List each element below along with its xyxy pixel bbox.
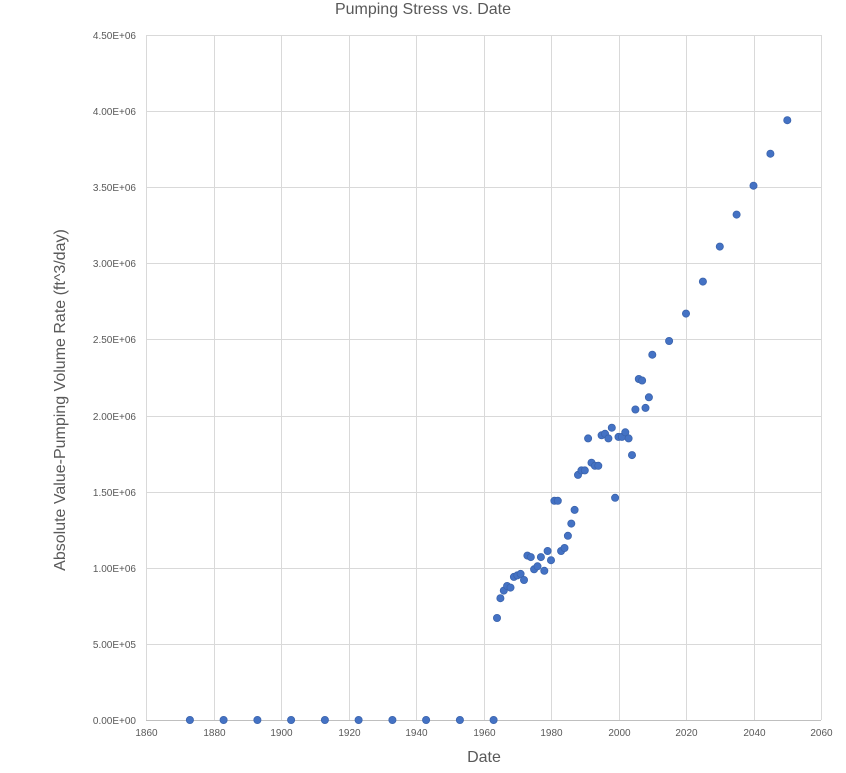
y-tick-label: 1.50E+06 (93, 488, 137, 499)
data-points (185, 116, 792, 725)
y-tick-label: 5.00E+05 (93, 640, 137, 651)
data-point (594, 461, 603, 470)
x-tick-label: 1920 (338, 728, 361, 739)
data-point (698, 277, 707, 286)
data-point (496, 594, 505, 603)
data-point (287, 716, 296, 725)
data-point (455, 716, 464, 725)
data-point (766, 149, 775, 158)
gridlines (146, 35, 822, 721)
data-point (570, 505, 579, 514)
y-tick-label: 4.00E+06 (93, 107, 137, 118)
data-point (320, 716, 329, 725)
data-point (783, 116, 792, 125)
data-point (516, 569, 525, 578)
data-point (584, 434, 593, 443)
data-point (520, 576, 529, 585)
data-point (388, 716, 397, 725)
data-point (185, 716, 194, 725)
data-point (540, 566, 549, 575)
data-point (543, 547, 552, 556)
x-tick-label: 2040 (743, 728, 766, 739)
x-tick-labels: 1860 1880 1900 1920 1940 1960 1980 2000 2020 2040… (135, 728, 833, 739)
data-point (547, 556, 556, 565)
data-point (631, 405, 640, 414)
x-tick-label: 2020 (675, 728, 698, 739)
data-point (219, 716, 228, 725)
data-point (253, 716, 262, 725)
data-point (644, 393, 653, 402)
x-tick-label: 1860 (135, 728, 158, 739)
chart-title: Pumping Stress vs. Date (334, 1, 512, 18)
data-point (628, 451, 637, 460)
data-point (682, 309, 691, 318)
y-tick-label: 3.00E+06 (93, 259, 137, 270)
x-tick-label: 1900 (270, 728, 293, 739)
data-point (567, 519, 576, 528)
data-point (526, 553, 535, 562)
data-point (648, 350, 657, 359)
data-point (604, 434, 613, 443)
data-point (611, 493, 620, 502)
y-axis-label: Absolute Value-Pumping Volume Rate (ft^3… (52, 229, 69, 571)
y-tick-label: 3.50E+06 (93, 183, 137, 194)
data-point (607, 423, 616, 432)
data-point (354, 716, 363, 725)
data-point (563, 531, 572, 540)
x-axis-label: Date (467, 749, 501, 766)
x-tick-label: 1940 (405, 728, 428, 739)
data-point (489, 716, 498, 725)
y-tick-label: 0.00E+00 (93, 716, 137, 727)
data-point (749, 181, 758, 190)
data-point (638, 376, 647, 385)
y-tick-labels: 0.00E+00 5.00E+05 1.00E+06 1.50E+06 2.00E+06… (93, 31, 137, 727)
y-tick-label: 2.00E+06 (93, 412, 137, 423)
data-point (732, 210, 741, 219)
data-point (641, 403, 650, 412)
x-tick-label: 1960 (473, 728, 496, 739)
data-point (533, 562, 542, 571)
x-tick-label: 1880 (203, 728, 226, 739)
y-tick-label: 1.00E+06 (93, 564, 137, 575)
x-tick-label: 2000 (608, 728, 631, 739)
x-tick-label: 1980 (540, 728, 563, 739)
data-point (560, 544, 569, 553)
data-point (665, 336, 674, 345)
data-point (506, 583, 515, 592)
data-point (536, 553, 545, 562)
y-tick-label: 2.50E+06 (93, 335, 137, 346)
data-point (621, 428, 630, 437)
x-tick-label: 2060 (810, 728, 833, 739)
data-point (422, 716, 431, 725)
data-point (553, 496, 562, 505)
data-point (715, 242, 724, 251)
y-tick-label: 4.50E+06 (93, 31, 137, 42)
data-point (580, 466, 589, 475)
data-point (624, 434, 633, 443)
data-point (492, 614, 501, 623)
